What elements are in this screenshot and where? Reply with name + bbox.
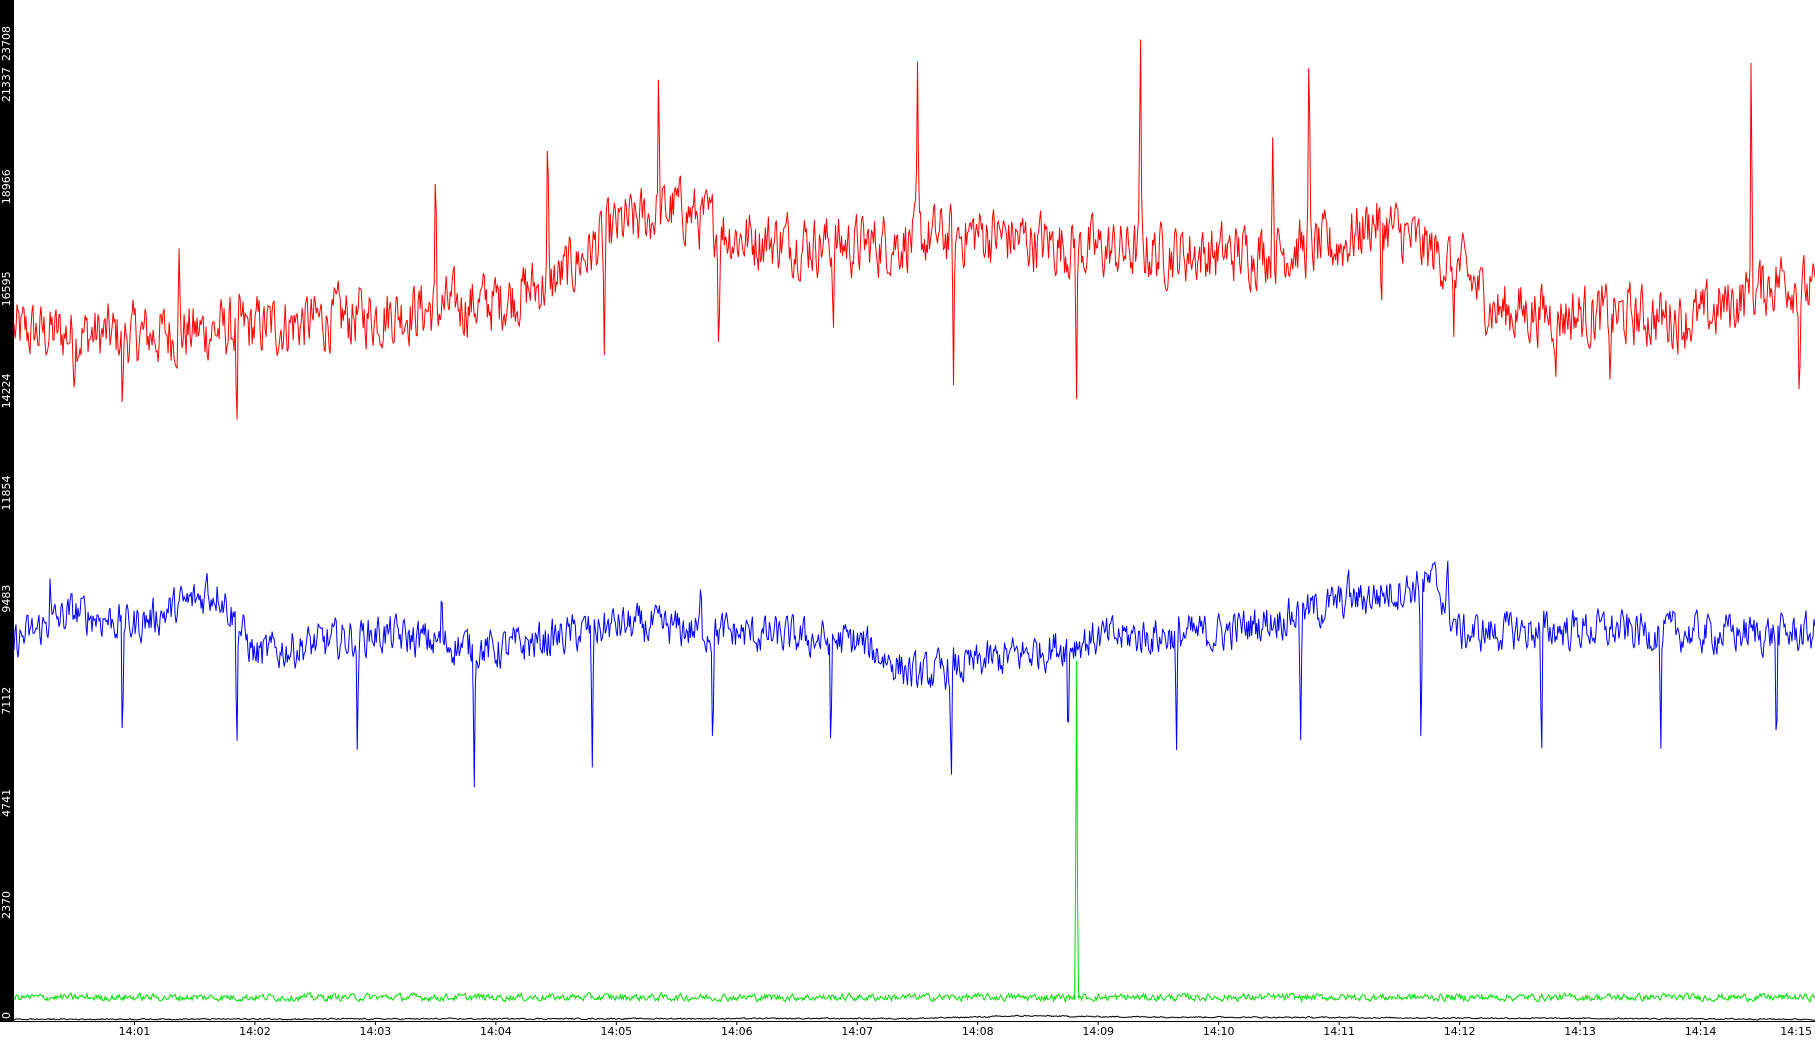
series-line-2: [13, 560, 1815, 788]
series-line-4: [14, 1014, 1815, 1021]
y-tick-label: 7112: [0, 687, 13, 715]
x-tick-label: 14:03: [360, 1025, 392, 1038]
y-tick-label: 2370: [0, 891, 13, 919]
x-tick-label: 14:05: [600, 1025, 632, 1038]
y-tick-label: 18966: [0, 169, 13, 204]
x-tick-label: 14:04: [480, 1025, 512, 1038]
x-tick-label: 14:12: [1444, 1025, 1476, 1038]
y-axis-strip: [0, 0, 14, 1022]
y-tick-label: 16595: [0, 271, 13, 306]
x-tick-labels: 14:01 14:02 14:03 14:04 14:05 14:06 14:07 14:08…: [119, 1021, 1812, 1038]
x-tick-label: 14:13: [1564, 1025, 1596, 1038]
x-tick-label: 14:11: [1323, 1025, 1355, 1038]
y-tick-label: 14224: [0, 373, 13, 408]
y-tick-label: 21337: [0, 67, 13, 102]
x-tick-label: 14:09: [1082, 1025, 1114, 1038]
x-tick-label: 14:14: [1685, 1025, 1717, 1038]
y-tick-label: 23708: [0, 26, 13, 61]
series-layer: [13, 39, 1815, 1021]
series-line-1: [13, 39, 1815, 420]
x-tick-label: 14:10: [1203, 1025, 1235, 1038]
x-tick-label: 14:08: [962, 1025, 994, 1038]
y-tick-label: 4741: [0, 789, 13, 817]
x-tick-label: 14:07: [841, 1025, 873, 1038]
x-tick-label: 14:02: [239, 1025, 271, 1038]
y-tick-label: 11854: [0, 476, 13, 511]
y-tick-labels: 0 2370 4741 7112 9483 11854 14224 16595 18966 213…: [0, 26, 13, 1019]
y-tick-label: 9483: [0, 585, 13, 613]
y-tick-label: 0: [0, 1012, 13, 1019]
x-tick-label: 14:01: [119, 1025, 151, 1038]
x-tick-label: 14:15: [1780, 1025, 1812, 1038]
series-line-3: [13, 660, 1815, 1004]
x-tick-label: 14:06: [721, 1025, 753, 1038]
